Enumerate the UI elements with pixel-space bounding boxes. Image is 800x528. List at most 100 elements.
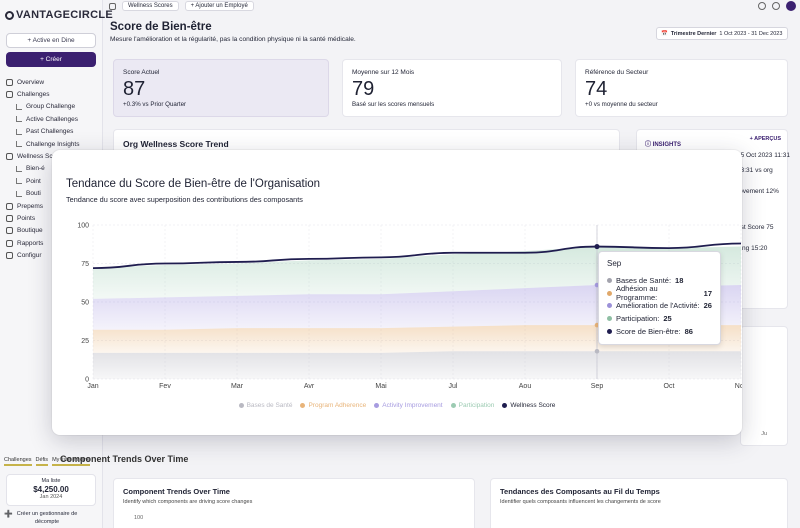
sidebar-item[interactable]: Challenge Insights	[0, 138, 103, 150]
area-participation	[93, 246, 741, 299]
sidebar-item[interactable]: Point	[0, 175, 103, 187]
stat-card-benchmark: Référence du Secteur 74 +0 vs moyenne du…	[575, 59, 788, 117]
chart-tooltip: Sep Bases de Santé: 18 Adhésion au Program…	[598, 251, 721, 345]
x-tick-label: Mai	[375, 383, 387, 390]
apercus-button[interactable]: + APERÇUS	[749, 136, 781, 142]
wishlist-amount: $4,250.00	[33, 485, 69, 494]
sidebar-item[interactable]: Points	[0, 212, 103, 224]
calendar-icon: 📅	[661, 30, 668, 37]
sidebar-tab[interactable]: Challenges	[4, 457, 32, 466]
create-button[interactable]: + Créer	[6, 52, 96, 67]
x-tick: Ju	[761, 431, 767, 437]
nav-icon	[16, 141, 22, 148]
insight-line: 13:31 vs org	[737, 167, 773, 174]
legend-item[interactable]: Activity Improvement	[374, 402, 443, 409]
wellness-score-line	[92, 242, 742, 270]
nav-icon	[6, 91, 13, 99]
legend-item[interactable]: Program Adherence	[300, 402, 366, 409]
user-plus-icon: ➕	[4, 511, 13, 518]
series-dot	[607, 303, 612, 309]
sidebar-item[interactable]: Configur	[0, 249, 103, 261]
x-tick-label: Avr	[304, 383, 315, 390]
sidebar-item[interactable]: Bouti	[0, 188, 103, 200]
legend-item[interactable]: Participation	[450, 402, 495, 409]
period-selector[interactable]: 📅 Trimestre Dernier 1 Oct 2023 - 31 Dec …	[656, 27, 788, 40]
manager-line: décompte	[34, 519, 60, 525]
trend-chart-modal: Tendance du Score de Bien-être de l'Orga…	[52, 150, 742, 435]
sidebar-item-label: Group Challenge	[26, 103, 76, 111]
x-tick-label: Sep	[591, 383, 604, 390]
info-icon: ⓘ	[645, 142, 653, 148]
add-employee-button[interactable]: + Ajouter un Employé	[184, 1, 254, 11]
tooltip-label: Amélioration de l'Activité:	[616, 301, 700, 311]
modal-subtitle: Tendance du score avec superposition des…	[66, 195, 303, 204]
sidebar-item[interactable]: Group Challenge	[0, 101, 103, 113]
sidebar-item[interactable]: Active Challenges	[0, 113, 103, 125]
y-tick-label: 75	[81, 261, 89, 268]
component-trends-card: Component Trends Over Time Identify whic…	[113, 478, 475, 528]
sidebar-item[interactable]: Rapports	[0, 237, 103, 249]
x-tick-label: Mar	[231, 383, 244, 390]
nav-icon	[6, 252, 13, 260]
logo-icon	[5, 10, 14, 20]
wishlist-card[interactable]: Ma liste $4,250.00 Jan 2024	[6, 474, 96, 506]
legend-label: Activity Improvement	[382, 402, 443, 409]
active-dine-button[interactable]: + Active en Dine	[6, 33, 96, 48]
nav-icon	[16, 190, 22, 197]
nav-icon	[6, 239, 13, 247]
sidebar-item[interactable]: Boutique	[0, 225, 103, 237]
highlight-point	[594, 348, 600, 354]
legend-label: Program Adherence	[308, 402, 367, 409]
help-icon[interactable]	[758, 2, 766, 10]
sidebar-item[interactable]: Challenges	[0, 88, 103, 100]
y-tick-label: 100	[77, 223, 89, 230]
sidebar-toggle-icon[interactable]	[109, 2, 116, 10]
x-tick-label: Nov	[735, 383, 742, 390]
tooltip-value: 17	[703, 288, 712, 298]
stat-label: Score Actuel	[123, 69, 160, 76]
sidebar-tab[interactable]: Défis	[35, 457, 49, 466]
sidebar-item-label: Boutique	[17, 227, 43, 235]
bell-icon[interactable]	[772, 2, 780, 10]
card-title: Component Trends Over Time	[123, 487, 230, 496]
y-tick-label: 0	[85, 377, 89, 384]
sidebar-item[interactable]: Prepems	[0, 200, 103, 212]
tooltip-value: 86	[684, 326, 693, 336]
sidebar-item[interactable]: Overview	[0, 76, 103, 88]
legend-item[interactable]: Wellness Score	[502, 402, 555, 409]
sidebar-item[interactable]: Wellness Sc	[0, 150, 103, 162]
stat-value: 79	[352, 78, 375, 100]
wellness-trend-chart[interactable]: 0 25 50 75 100 Jan Fev Mar Avr Mai Jul Aou Sep Oct Nov	[52, 150, 742, 435]
y-tick: 100	[134, 515, 144, 521]
create-manager-link[interactable]: ➕ Créer un gestionnaire de décompte	[4, 510, 77, 526]
insights-header: ⓘ INSIGHTS	[645, 139, 681, 148]
highlight-point	[594, 243, 600, 250]
nav-icon	[16, 103, 22, 110]
tooltip-value: 25	[663, 313, 672, 323]
avatar[interactable]	[786, 1, 796, 11]
period-range: 1 Oct 2023 - 31 Dec 2023	[719, 30, 783, 37]
tab-wellness-scores[interactable]: Wellness Scores	[122, 1, 179, 11]
legend-item[interactable]: Bases de Santé	[238, 402, 292, 409]
nav-icon	[16, 178, 22, 185]
sidebar-item[interactable]: Bien-é	[0, 163, 103, 175]
series-dot	[607, 328, 612, 334]
legend-dot	[300, 403, 306, 408]
sidebar-tab[interactable]: My liste en dine	[52, 457, 91, 466]
tooltip-row: Participation: 25	[607, 312, 712, 325]
chart-legend: Bases de Santé Program Adherence Activity …	[52, 402, 742, 409]
stat-note: Basé sur les scores mensuels	[352, 101, 435, 108]
stat-note: +0.3% vs Prior Quarter	[123, 101, 187, 108]
brand-logo[interactable]: VANTAGECIRCLE	[5, 9, 113, 21]
legend-label: Participation	[458, 402, 495, 409]
insight-line: est Score 75	[737, 224, 774, 231]
card-subtitle: Identifier quels composants influencent …	[500, 499, 661, 505]
insights-title: INSIGHTS	[652, 142, 682, 148]
component-trends-fr-card: Tendances des Composants au Fil du Temps…	[490, 478, 788, 528]
tooltip-header: Sep	[607, 259, 622, 268]
series-dot	[607, 290, 612, 296]
x-tick-label: Fev	[159, 383, 171, 390]
nav-icon	[6, 153, 13, 161]
sidebar-item[interactable]: Past Challenges	[0, 126, 103, 138]
wishlist-label: Ma liste	[41, 478, 61, 484]
